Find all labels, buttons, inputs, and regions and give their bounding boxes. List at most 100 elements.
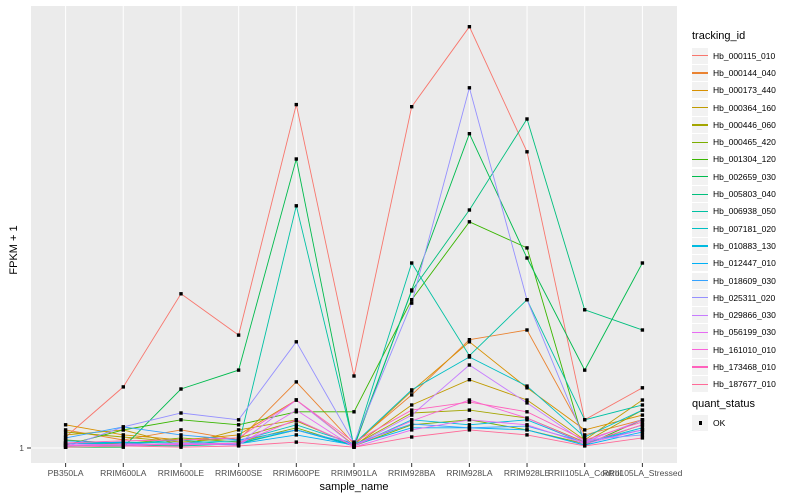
legend-item-label: Hb_025311_020	[713, 292, 776, 303]
data-point-Hb_010883_130	[640, 426, 645, 430]
legend-line-icon	[692, 107, 708, 109]
data-point-Hb_000173_440	[583, 428, 587, 432]
data-point-Hb_006938_050	[583, 418, 587, 422]
legend-item-label: Hb_006938_050	[713, 206, 776, 217]
legend-item-label: Hb_000446_060	[713, 119, 776, 130]
legend-item-label: Hb_000465_420	[713, 137, 776, 148]
legend-key-box	[692, 47, 708, 64]
data-point-Hb_029866_030	[467, 363, 472, 367]
x-tick-label: RRIM928LE	[503, 468, 551, 478]
legend-item-label: Hb_029866_030	[713, 310, 776, 321]
data-point-Hb_001304_120	[525, 246, 529, 250]
data-point-Hb_000115_010	[525, 150, 529, 154]
legend-line-icon	[692, 314, 708, 316]
legend-item-Hb_000364_160: Hb_000364_160	[692, 99, 776, 116]
data-point-Hb_056199_030	[410, 428, 414, 432]
legend-item-Hb_000144_040: Hb_000144_040	[692, 64, 776, 81]
legend-line-icon	[692, 176, 708, 178]
legend-title-quant-status: quant_status	[692, 398, 755, 410]
data-point-Hb_000144_040	[179, 428, 183, 432]
legend-item-Hb_000173_440: Hb_000173_440	[692, 82, 776, 99]
legend-line-icon	[692, 366, 708, 368]
legend-item-Hb_010883_130: Hb_010883_130	[692, 237, 776, 254]
legend-item-label: Hb_007181_020	[713, 223, 776, 234]
data-point-Hb_012447_010	[640, 430, 645, 434]
legend-line-icon	[692, 124, 708, 126]
data-point-Hb_025311_020	[236, 418, 241, 422]
data-point-Hb_029866_030	[640, 418, 645, 422]
data-point-Hb_187677_010	[467, 428, 472, 432]
legend-key-box	[692, 307, 708, 324]
data-point-Hb_025311_020	[179, 411, 183, 415]
data-point-Hb_187677_010	[236, 444, 241, 448]
data-point-Hb_029866_030	[410, 413, 414, 417]
legend-line-icon	[692, 228, 708, 230]
data-point-Hb_001304_120	[236, 423, 241, 427]
legend-item-Hb_007181_020: Hb_007181_020	[692, 220, 776, 237]
data-point-Hb_002659_030	[236, 368, 241, 372]
data-point-Hb_000144_040	[410, 393, 414, 397]
legend-item-label: Hb_000364_160	[713, 102, 776, 113]
data-point-Hb_000173_440	[236, 433, 241, 437]
data-point-Hb_187677_010	[179, 445, 183, 449]
data-point-Hb_173468_010	[640, 420, 645, 424]
x-tick-label: RRIM600LE	[157, 468, 205, 478]
legend-item-label: Hb_002659_030	[713, 171, 776, 182]
data-point-Hb_000465_420	[179, 436, 183, 440]
data-point-Hb_187677_010	[63, 445, 68, 449]
square-point-icon	[698, 421, 703, 425]
data-point-Hb_173468_010	[410, 408, 414, 412]
data-point-Hb_000144_040	[525, 328, 529, 332]
data-point-Hb_173468_010	[121, 439, 125, 443]
legend-item-label: Hb_010883_130	[713, 240, 776, 251]
data-point-Hb_000115_010	[236, 333, 241, 337]
legend-key-box	[692, 414, 708, 431]
data-point-Hb_000364_160	[640, 398, 645, 402]
y-axis-title: FPKM + 1	[8, 225, 20, 275]
data-point-Hb_173468_010	[63, 441, 68, 445]
data-point-Hb_000115_010	[121, 385, 125, 389]
x-tick-label: PB350LA	[47, 468, 84, 478]
legend-item-Hb_029866_030: Hb_029866_030	[692, 306, 776, 324]
legend-key-box	[692, 289, 708, 306]
data-point-Hb_012447_010	[294, 433, 298, 437]
legend-line-icon	[692, 89, 708, 91]
legend-item-label: Hb_000144_040	[713, 67, 776, 78]
legend-line-icon	[692, 55, 708, 57]
data-point-Hb_006938_050	[640, 403, 645, 407]
data-point-Hb_161010_010	[640, 423, 645, 427]
data-point-Hb_000173_440	[640, 413, 645, 417]
legend-line-icon	[692, 331, 708, 334]
data-point-Hb_005803_040	[467, 208, 472, 212]
legend-key-box	[692, 116, 708, 133]
data-point-Hb_056199_030	[525, 423, 529, 427]
data-point-Hb_000465_420	[294, 426, 298, 430]
legend-key-box	[692, 272, 708, 289]
data-point-Hb_187677_010	[525, 433, 529, 437]
legend-item-label: Hb_012447_010	[713, 258, 776, 269]
data-point-Hb_025311_020	[410, 301, 414, 305]
data-point-Hb_173468_010	[352, 440, 356, 444]
data-point-Hb_025311_020	[121, 425, 125, 429]
legend-item-Hb_018609_030: Hb_018609_030	[692, 272, 776, 289]
data-point-Hb_000144_040	[467, 338, 472, 342]
legend-key-box	[692, 376, 708, 393]
x-tick-label: RRII105LA_Control	[547, 468, 622, 478]
data-point-Hb_187677_010	[640, 436, 645, 440]
legend-item-Hb_025311_020: Hb_025311_020	[692, 289, 776, 306]
legend-key-box	[692, 358, 708, 375]
legend-line-icon	[692, 245, 708, 247]
legend-item-label: Hb_056199_030	[713, 327, 776, 338]
data-point-Hb_000115_010	[410, 105, 414, 109]
legend-key-box	[692, 186, 708, 203]
data-point-Hb_161010_010	[236, 441, 241, 445]
x-tick-label: RRIM600LA	[100, 468, 147, 478]
data-point-Hb_018609_030	[294, 428, 298, 432]
data-point-Hb_010883_130	[467, 423, 472, 427]
data-point-Hb_000115_010	[467, 25, 472, 29]
x-tick-label: RRIM928BA	[388, 468, 436, 478]
data-point-Hb_002659_030	[179, 387, 183, 391]
data-point-Hb_187677_010	[294, 440, 298, 444]
legend-line-icon	[692, 72, 708, 74]
legend-item-Hb_173468_010: Hb_173468_010	[692, 358, 776, 375]
